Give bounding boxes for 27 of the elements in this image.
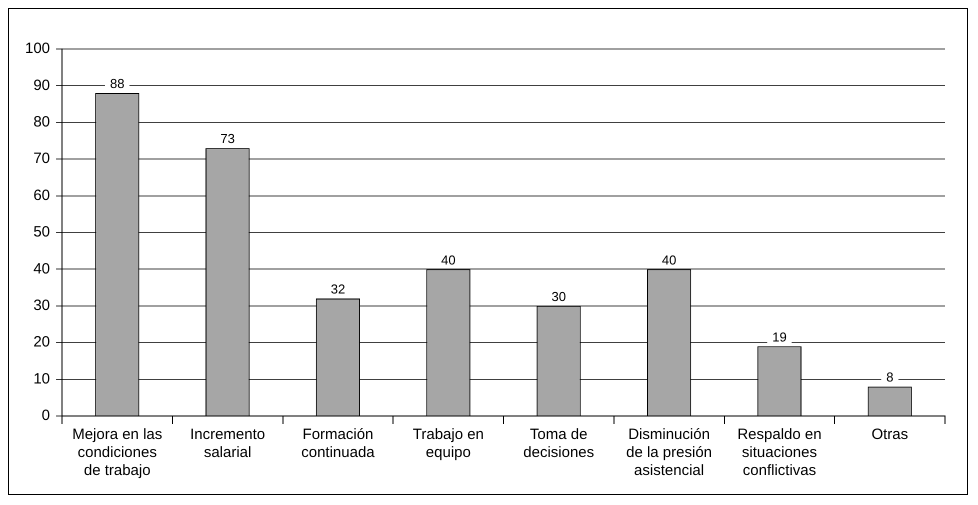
y-tick-label: 70 xyxy=(33,150,50,168)
data-label: 40 xyxy=(441,252,456,268)
data-label: 88 xyxy=(110,76,124,92)
x-tick-label: Trabajo en equipo xyxy=(412,426,484,462)
data-label: 73 xyxy=(220,131,235,146)
x-tick-label: Formación continuada xyxy=(301,426,376,462)
x-tick-label: Respaldo en situaciones conflictivas xyxy=(737,426,822,480)
y-tick-label: 20 xyxy=(33,334,50,351)
data-label: 19 xyxy=(772,329,787,344)
y-tick-label: 90 xyxy=(33,76,50,94)
y-tick-label: 30 xyxy=(33,297,50,314)
x-tick-label: Toma de decisiones xyxy=(523,426,594,462)
x-tick-label: Otras xyxy=(871,426,908,444)
x-tick-label: Mejora en las condiciones de trabajo xyxy=(72,426,162,480)
y-tick-label: 100 xyxy=(24,40,50,58)
data-label: 40 xyxy=(662,252,676,268)
y-tick-label: 40 xyxy=(33,260,50,278)
y-tick-label: 80 xyxy=(33,114,50,131)
x-tick-label: Incremento salarial xyxy=(190,426,266,462)
y-tick-label: 50 xyxy=(33,224,50,241)
data-label: 30 xyxy=(551,288,566,304)
data-label: 8 xyxy=(886,370,894,385)
y-tick-label: 60 xyxy=(33,186,50,204)
y-tick-label: 0 xyxy=(42,407,50,424)
y-tick-label: 10 xyxy=(33,370,50,388)
data-label: 32 xyxy=(330,282,346,297)
x-tick-label: Disminución de la presión asistencial xyxy=(626,426,712,480)
